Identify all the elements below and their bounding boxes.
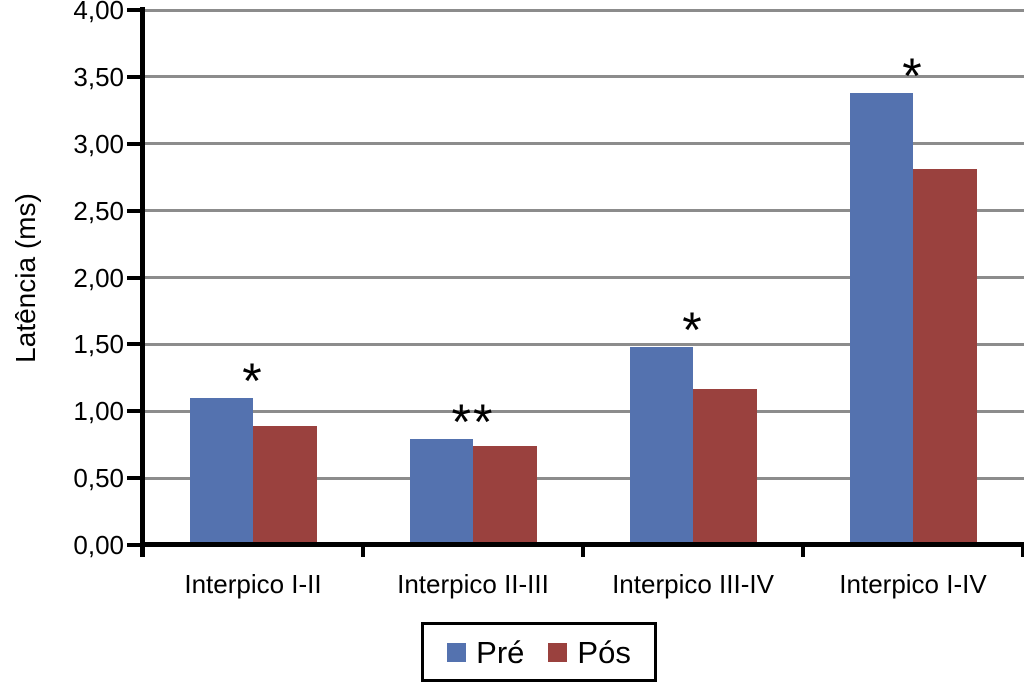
y-tick-label: 2,50: [73, 195, 124, 226]
x-category-label: Interpico I-II: [184, 569, 322, 599]
legend-item-pos: Pós: [548, 634, 631, 670]
significance-asterisk-1: **: [451, 394, 495, 451]
y-axis-tick: [127, 275, 141, 280]
legend-swatch-pos-icon: [548, 642, 568, 662]
legend-item-pre: Pré: [447, 637, 524, 668]
bar-pre-2: [630, 347, 693, 545]
x-axis-tick: [361, 545, 365, 557]
gridline: [145, 342, 1024, 346]
y-axis-tick: [127, 141, 141, 146]
x-category-label: Interpico II-III: [397, 569, 549, 599]
gridline: [145, 209, 1024, 213]
bar-pre-0: [190, 397, 253, 545]
significance-asterisk-2: *: [682, 302, 704, 359]
y-axis-tick: [127, 8, 141, 12]
legend: Pré Pós: [421, 622, 657, 682]
y-axis-tick: [127, 476, 141, 481]
y-tick-label: 0,50: [73, 463, 124, 494]
gridline: [145, 276, 1024, 279]
gridline: [145, 8, 1024, 12]
x-axis-tick: [581, 545, 585, 557]
y-tick-label: 4,00: [73, 0, 124, 25]
gridline: [145, 409, 1024, 413]
y-axis-tick: [127, 409, 141, 414]
bar-pre-1: [410, 439, 473, 545]
y-tick-label: 0,00: [73, 530, 124, 560]
x-axis-line: [140, 542, 1024, 547]
y-tick-label: 2,00: [73, 262, 124, 293]
legend-label-pos: Pós: [577, 634, 631, 670]
y-axis-tick: [127, 74, 141, 79]
bar-pre-3: [850, 92, 913, 545]
y-axis-tick: [127, 543, 141, 547]
bar-pos-2: [693, 388, 757, 545]
x-axis-tick: [801, 545, 805, 557]
bar-pos-0: [253, 425, 317, 545]
gridline: [145, 142, 1024, 146]
significance-asterisk-0: *: [242, 352, 264, 409]
legend-swatch-pre-icon: [447, 642, 467, 662]
gridline: [145, 75, 1024, 79]
y-tick-label: 3,50: [73, 61, 124, 92]
y-tick-label: 1,50: [73, 329, 124, 360]
y-tick-label: 1,00: [73, 396, 124, 427]
bar-pos-1: [473, 446, 537, 545]
y-tick-label: 3,00: [73, 128, 124, 159]
bar-pos-3: [913, 169, 977, 545]
significance-asterisk-3: *: [902, 47, 924, 104]
x-category-label: Interpico I-IV: [839, 569, 987, 599]
x-category-label: Interpico III-IV: [612, 569, 774, 599]
legend-label-pre: Pré: [476, 634, 525, 670]
y-axis-tick: [127, 208, 141, 213]
y-axis-line: [140, 7, 145, 557]
y-axis-tick: [127, 342, 141, 347]
y-axis-title: Latência (ms): [10, 193, 41, 363]
x-axis-tick: [1021, 545, 1024, 557]
gridline: [145, 476, 1024, 480]
